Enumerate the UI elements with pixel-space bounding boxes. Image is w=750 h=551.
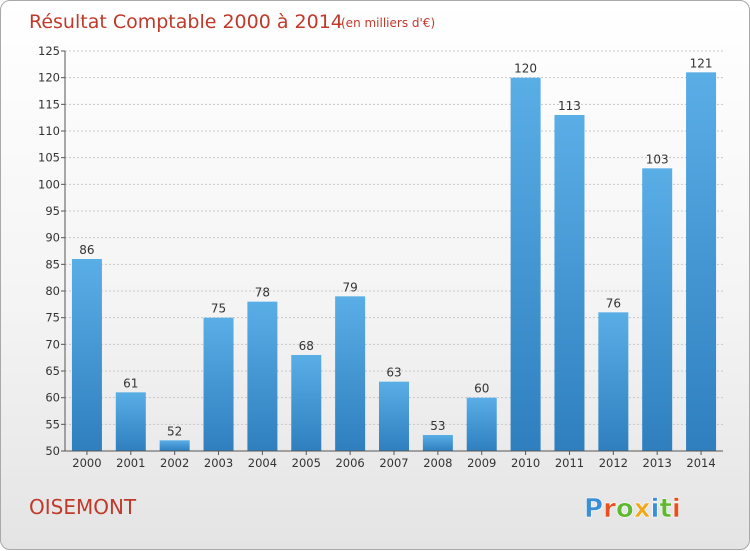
bar <box>159 440 190 451</box>
bar <box>466 397 497 451</box>
y-tick-label: 65 <box>45 364 60 378</box>
bar <box>642 168 673 452</box>
data-label: 53 <box>430 419 445 433</box>
bar <box>115 392 146 451</box>
y-tick-label: 50 <box>45 444 60 458</box>
x-tick-label: 2007 <box>379 456 408 470</box>
bar <box>71 259 102 451</box>
x-tick-label: 2000 <box>72 456 101 470</box>
y-tick-label: 95 <box>45 204 60 218</box>
x-tick-label: 2005 <box>292 456 321 470</box>
bar <box>335 296 366 451</box>
data-label: 78 <box>255 286 270 300</box>
bars: 86 61 52 75 78 68 79 63 53 60 120 113 76 103 121 <box>71 56 717 452</box>
bar <box>554 115 585 451</box>
y-tick-label: 55 <box>45 417 60 431</box>
x-tick-label: 2008 <box>423 456 452 470</box>
x-tick-label: 2002 <box>160 456 189 470</box>
x-tick-label: 2006 <box>335 456 364 470</box>
data-label: 76 <box>606 296 621 310</box>
logo-text: Proxiti <box>584 494 681 524</box>
bar <box>510 77 541 452</box>
chart-subtitle: (en milliers d'€) <box>341 16 435 30</box>
x-tick-label: 2013 <box>643 456 672 470</box>
y-tick-label: 110 <box>38 124 60 138</box>
commune-name: OISEMONT <box>29 495 137 519</box>
y-tick-label: 70 <box>45 337 60 351</box>
proxiti-logo: Proxiti <box>584 494 681 525</box>
data-label: 75 <box>211 302 226 316</box>
y-tick-label: 115 <box>38 97 60 111</box>
x-tick-label: 2003 <box>204 456 233 470</box>
data-label: 113 <box>558 99 581 113</box>
y-tick-label: 100 <box>38 177 60 191</box>
bar <box>422 435 453 451</box>
x-tick-label: 2012 <box>599 456 628 470</box>
y-tick-label: 90 <box>45 231 60 245</box>
x-tick-label: 2011 <box>555 456 584 470</box>
x-axis: 2000 2001 2002 2003 2004 2005 2006 2007 2008 2009… <box>65 450 723 470</box>
x-tick-label: 2009 <box>467 456 496 470</box>
y-tick-label: 105 <box>38 151 60 165</box>
bar <box>247 301 278 451</box>
x-tick-label: 2014 <box>686 456 715 470</box>
gridlines <box>65 50 723 452</box>
data-label: 103 <box>646 152 669 166</box>
y-tick-label: 85 <box>45 257 60 271</box>
y-tick-label: 75 <box>45 311 60 325</box>
data-label: 61 <box>123 376 138 390</box>
y-axis: 50 55 60 65 70 75 80 85 90 95 100 105 110 115 120 125 <box>38 44 66 458</box>
data-label: 86 <box>79 243 94 257</box>
data-label: 120 <box>514 62 537 76</box>
data-label: 79 <box>342 280 357 294</box>
bar <box>291 355 322 451</box>
data-label: 52 <box>167 424 182 438</box>
bar <box>686 72 717 451</box>
data-label: 121 <box>690 56 713 70</box>
data-label: 60 <box>474 382 489 396</box>
bar <box>598 312 629 451</box>
bar <box>379 381 409 451</box>
x-tick-label: 2001 <box>116 456 145 470</box>
y-tick-label: 120 <box>38 71 60 85</box>
x-tick-label: 2004 <box>248 456 277 470</box>
x-tick-label: 2010 <box>511 456 540 470</box>
y-tick-label: 60 <box>45 391 60 405</box>
data-label: 68 <box>299 339 314 353</box>
y-tick-label: 80 <box>45 284 60 298</box>
y-tick-label: 125 <box>38 44 60 58</box>
bar <box>203 317 234 451</box>
chart-title: Résultat Comptable 2000 à 2014 <box>29 11 343 33</box>
data-label: 63 <box>386 366 401 380</box>
